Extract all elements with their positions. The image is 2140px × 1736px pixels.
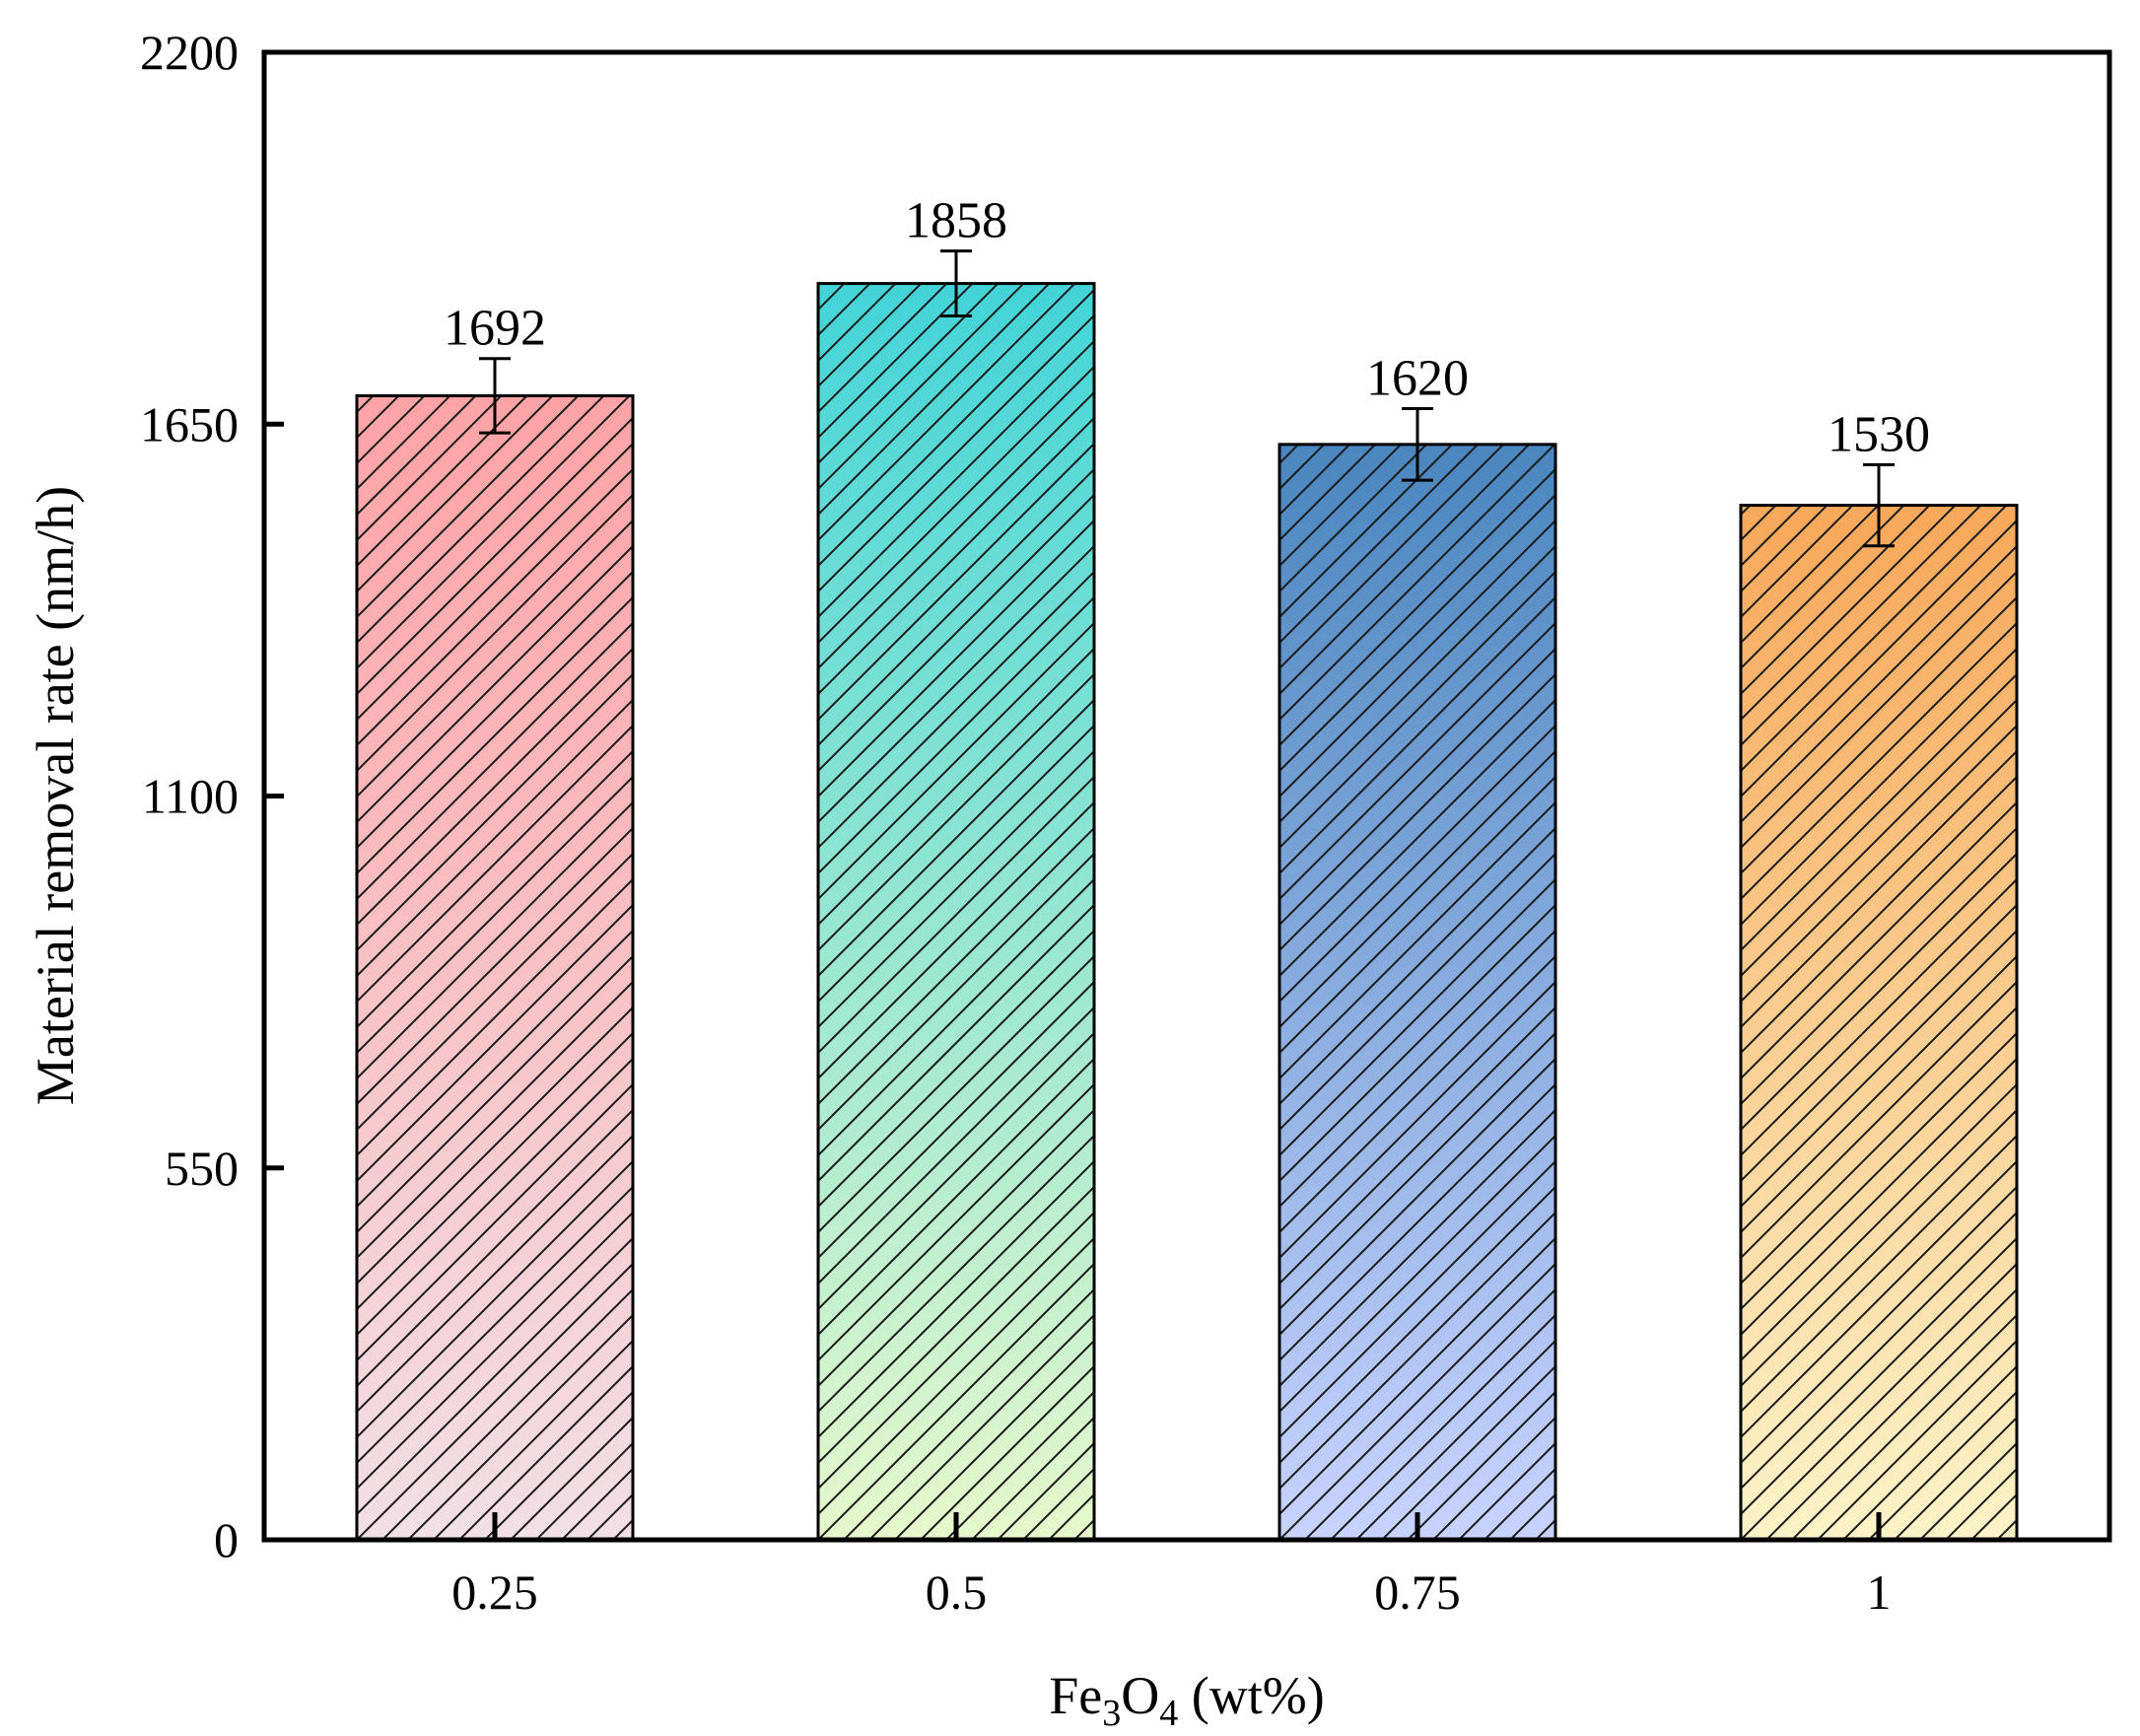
y-tick-label-2200: 2200: [140, 25, 239, 80]
data-label-0.75: 1620: [1366, 350, 1469, 406]
y-tick-label-0: 0: [214, 1512, 239, 1567]
y-tick-label-1100: 1100: [142, 769, 239, 824]
bars-layer: [355, 282, 2019, 1542]
y-axis-ticks: 0 550 1100 1650 2200: [140, 25, 284, 1567]
bar-hatch-1: [1739, 504, 2019, 1542]
x-tick-label-0.75: 0.75: [1374, 1564, 1461, 1620]
y-axis-title: Material removal rate (nm/h): [26, 486, 85, 1105]
x-tick-label-1: 1: [1867, 1564, 1892, 1620]
x-tick-label-0.5: 0.5: [926, 1564, 988, 1620]
data-labels-layer: 1692 1858 1620 1530: [444, 193, 1930, 463]
error-bars-layer: [479, 249, 1895, 548]
data-label-0.5: 1858: [905, 193, 1007, 249]
bar-hatch-0.5: [816, 282, 1096, 1542]
bar-hatch-0.75: [1277, 443, 1557, 1542]
y-tick-label-1650: 1650: [140, 396, 239, 451]
data-label-0.25: 1692: [444, 301, 546, 357]
x-axis-ticks: 0.25 0.5 0.75 1: [451, 1512, 1892, 1620]
bar-hatch-0.25: [355, 393, 635, 1542]
y-tick-label-550: 550: [165, 1141, 239, 1196]
x-tick-label-0.25: 0.25: [451, 1564, 538, 1620]
data-label-1: 1530: [1828, 406, 1930, 462]
x-axis-title: Fe3O4 (wt%): [1049, 1666, 1324, 1734]
